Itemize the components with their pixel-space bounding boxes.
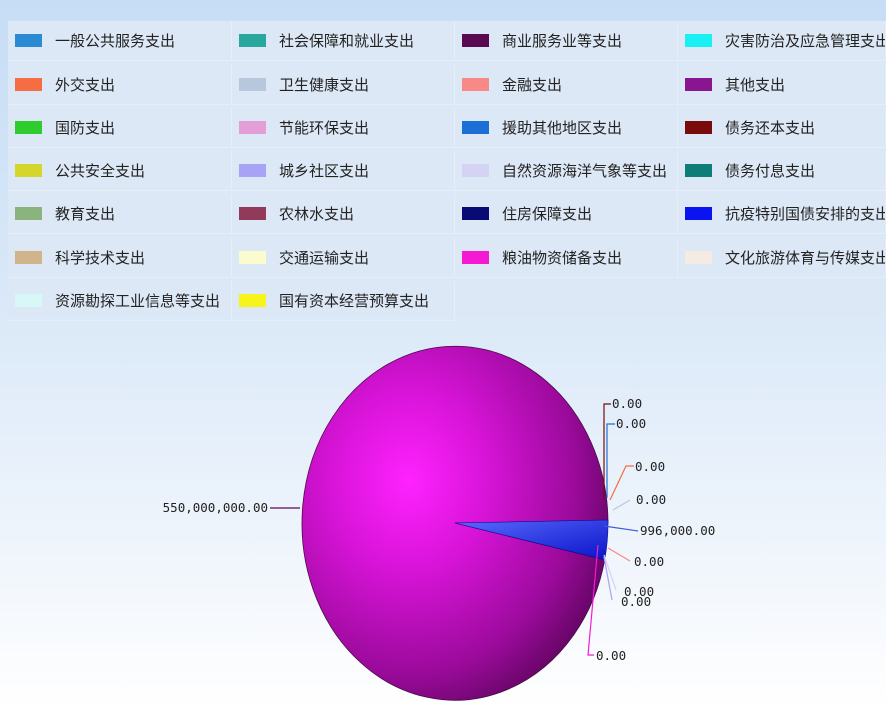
legend-swatch xyxy=(685,251,712,264)
legend-item: 灾害防治及应急管理支出 xyxy=(678,21,886,61)
legend-label: 其他支出 xyxy=(725,76,786,94)
leader-line xyxy=(603,525,639,532)
leader-line xyxy=(603,403,611,500)
legend-item: 其他支出 xyxy=(678,65,886,105)
legend-label: 抗疫特别国债安排的支出 xyxy=(725,205,886,223)
legend-swatch xyxy=(239,251,266,264)
legend-swatch xyxy=(462,164,489,177)
legend-item: 社会保障和就业支出 xyxy=(232,21,455,61)
legend-label: 外交支出 xyxy=(55,76,116,94)
legend-swatch xyxy=(462,121,489,134)
data-label: 0.00 xyxy=(635,459,665,474)
legend-label: 金融支出 xyxy=(502,76,563,94)
legend-swatch xyxy=(685,78,712,91)
legend-label: 粮油物资储备支出 xyxy=(502,249,623,267)
legend-label: 一般公共服务支出 xyxy=(55,32,176,50)
legend-label: 债务还本支出 xyxy=(725,119,816,137)
data-label: 996,000.00 xyxy=(640,523,715,538)
legend-item: 科学技术支出 xyxy=(8,238,232,278)
data-label: 0.00 xyxy=(616,416,646,431)
legend-item: 公共安全支出 xyxy=(8,151,232,191)
legend-label: 商业服务业等支出 xyxy=(502,32,623,50)
legend-swatch xyxy=(462,251,489,264)
chart-legend: 一般公共服务支出 社会保障和就业支出 商业服务业等支出 灾害防治及应急管理支出外交支出… xyxy=(8,21,886,321)
legend-item: 外交支出 xyxy=(8,65,232,105)
legend-item: 商业服务业等支出 xyxy=(455,21,678,61)
legend-swatch xyxy=(239,34,266,47)
legend-swatch xyxy=(685,34,712,47)
legend-swatch xyxy=(239,121,266,134)
legend-swatch xyxy=(15,207,42,220)
legend-item: 债务还本支出 xyxy=(678,108,886,148)
legend-swatch xyxy=(462,207,489,220)
legend-label: 公共安全支出 xyxy=(55,162,146,180)
legend-item: 金融支出 xyxy=(455,65,678,105)
legend-item: 粮油物资储备支出 xyxy=(455,238,678,278)
legend-label: 自然资源海洋气象等支出 xyxy=(502,162,668,180)
legend-label: 资源勘探工业信息等支出 xyxy=(55,292,221,310)
legend-label: 文化旅游体育与传媒支出 xyxy=(725,249,886,267)
legend-label: 农林水支出 xyxy=(279,205,355,223)
legend-label: 交通运输支出 xyxy=(279,249,370,267)
legend-item: 国有资本经营预算支出 xyxy=(232,281,455,321)
legend-label: 教育支出 xyxy=(55,205,116,223)
legend-item: 援助其他地区支出 xyxy=(455,108,678,148)
data-label: 0.00 xyxy=(596,648,626,663)
legend-label: 国有资本经营预算支出 xyxy=(279,292,430,310)
legend-swatch xyxy=(239,164,266,177)
legend-swatch xyxy=(15,121,42,134)
legend-swatch xyxy=(685,207,712,220)
legend-swatch xyxy=(685,164,712,177)
legend-swatch xyxy=(685,121,712,134)
legend-item: 卫生健康支出 xyxy=(232,65,455,105)
legend-label: 债务付息支出 xyxy=(725,162,816,180)
leader-line xyxy=(587,544,599,656)
legend-swatch xyxy=(462,34,489,47)
legend-item: 节能环保支出 xyxy=(232,108,455,148)
legend-item: 文化旅游体育与传媒支出 xyxy=(678,238,886,278)
legend-swatch xyxy=(239,207,266,220)
legend-label: 节能环保支出 xyxy=(279,119,370,137)
legend-label: 卫生健康支出 xyxy=(279,76,370,94)
data-label: 550,000,000.00 xyxy=(163,500,268,515)
legend-swatch xyxy=(15,251,42,264)
legend-swatch xyxy=(15,294,42,307)
data-label: 0.00 xyxy=(612,396,642,411)
legend-item: 交通运输支出 xyxy=(232,238,455,278)
legend-label: 社会保障和就业支出 xyxy=(279,32,415,50)
legend-label: 国防支出 xyxy=(55,119,116,137)
legend-label: 灾害防治及应急管理支出 xyxy=(725,32,886,50)
leader-line xyxy=(603,556,613,601)
legend-label: 城乡社区支出 xyxy=(279,162,370,180)
legend-item: 教育支出 xyxy=(8,194,232,234)
legend-item: 一般公共服务支出 xyxy=(8,21,232,61)
legend-swatch xyxy=(15,78,42,91)
legend-swatch xyxy=(462,78,489,91)
leader-line xyxy=(603,554,617,591)
legend-label: 援助其他地区支出 xyxy=(502,119,623,137)
legend-swatch xyxy=(239,78,266,91)
leader-line xyxy=(606,423,615,498)
legend-label: 科学技术支出 xyxy=(55,249,146,267)
leader-line xyxy=(607,547,631,562)
legend-label: 住房保障支出 xyxy=(502,205,593,223)
legend-swatch xyxy=(15,34,42,47)
legend-item: 国防支出 xyxy=(8,108,232,148)
leader-line xyxy=(609,465,634,501)
legend-swatch xyxy=(239,294,266,307)
data-label: 0.00 xyxy=(636,492,666,507)
data-label: 0.00 xyxy=(634,554,664,569)
legend-item: 城乡社区支出 xyxy=(232,151,455,191)
legend-item: 资源勘探工业信息等支出 xyxy=(8,281,232,321)
legend-item: 农林水支出 xyxy=(232,194,455,234)
data-label: 0.00 xyxy=(621,594,651,609)
data-label: 0.00 xyxy=(624,584,654,599)
legend-item: 自然资源海洋气象等支出 xyxy=(455,151,678,191)
legend-item: 住房保障支出 xyxy=(455,194,678,234)
leader-line xyxy=(612,499,631,511)
legend-swatch xyxy=(15,164,42,177)
